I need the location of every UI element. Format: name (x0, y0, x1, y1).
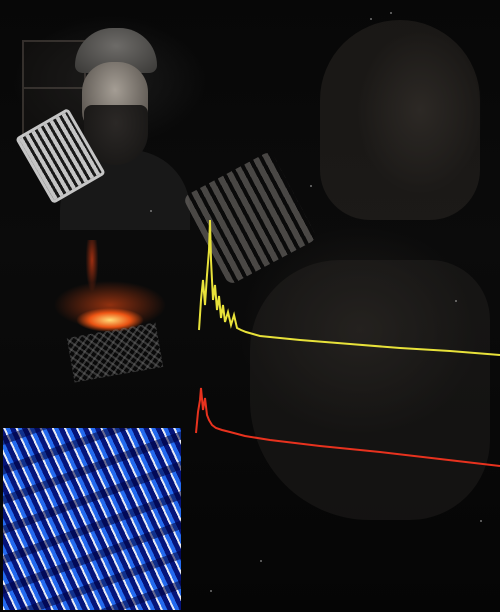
dust-speck (480, 520, 482, 522)
dust-speck (455, 300, 457, 302)
dust-speck (210, 590, 212, 592)
orange-glow-display (40, 240, 180, 335)
lower-red-trace (195, 387, 500, 467)
dust-speck (260, 560, 262, 562)
dust-speck (310, 185, 312, 187)
dust-speck (390, 12, 392, 14)
dust-speck (150, 210, 152, 212)
reflected-head-silhouette (320, 20, 480, 220)
upper-yellow-trace (198, 219, 500, 356)
blue-waterfall-display (3, 428, 181, 610)
dust-speck (370, 18, 372, 20)
reflected-hand-silhouette (250, 260, 490, 520)
